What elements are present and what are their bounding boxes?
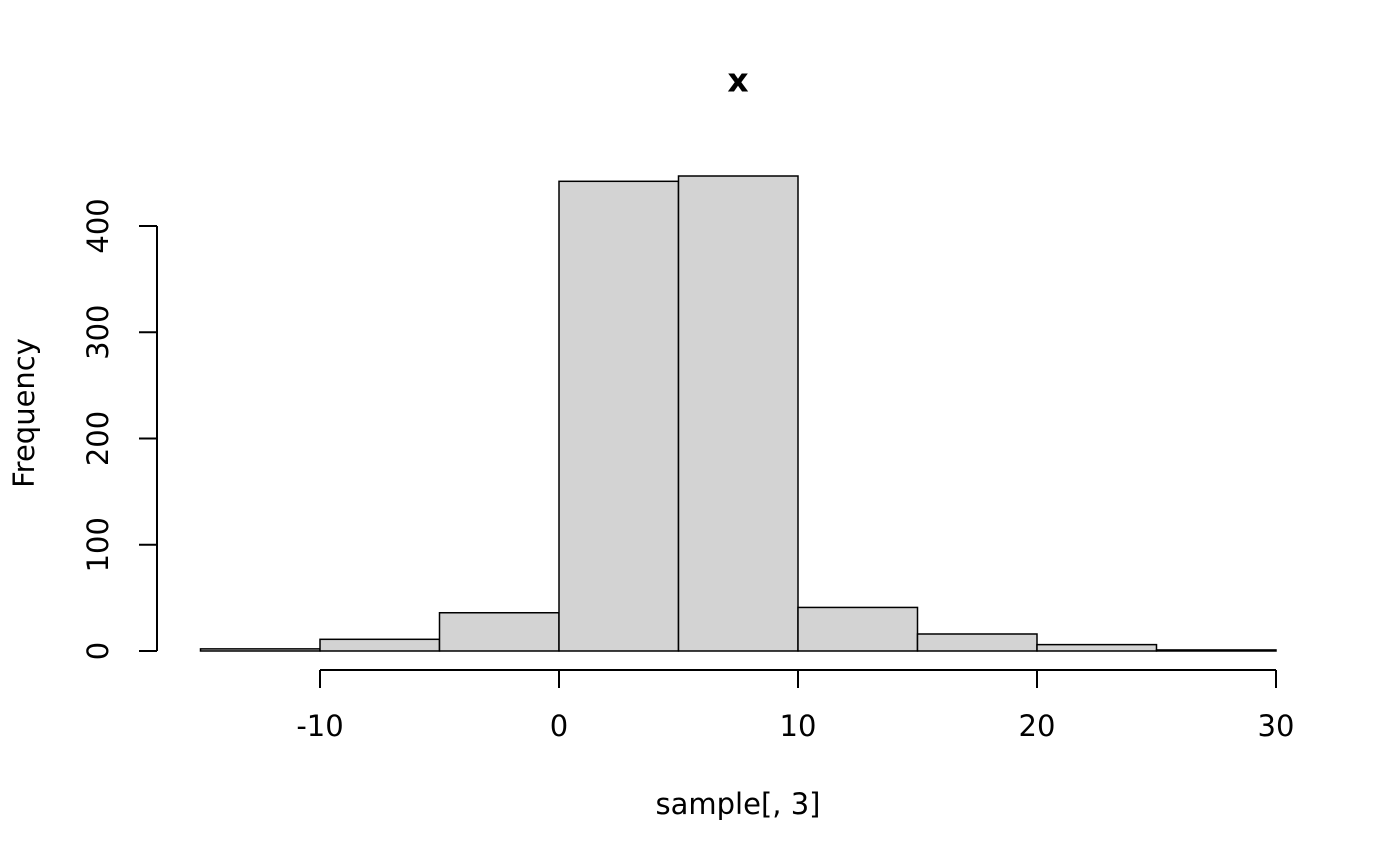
bar (319, 638, 441, 652)
x-tick-label: 0 (550, 709, 568, 743)
bar (916, 633, 1038, 652)
x-tick-label: 30 (1258, 709, 1295, 743)
y-tick-label: 300 (81, 305, 115, 360)
bar (1155, 649, 1277, 652)
x-tick-label: 20 (1019, 709, 1056, 743)
y-tick-label: 200 (81, 411, 115, 466)
bar (677, 175, 799, 652)
bar (1036, 643, 1158, 652)
bar (558, 180, 680, 652)
x-tick-label: -10 (296, 709, 343, 743)
y-axis-label: Frequency (7, 338, 41, 488)
chart-title: x (727, 61, 748, 100)
y-tick-label: 0 (81, 642, 115, 660)
bar (438, 611, 560, 652)
y-tick-label: 100 (81, 517, 115, 572)
x-tick-label: 10 (780, 709, 817, 743)
y-tick-label: 400 (81, 198, 115, 253)
bar (797, 606, 919, 652)
x-axis-label: sample[, 3] (656, 787, 821, 821)
bar (199, 648, 321, 652)
